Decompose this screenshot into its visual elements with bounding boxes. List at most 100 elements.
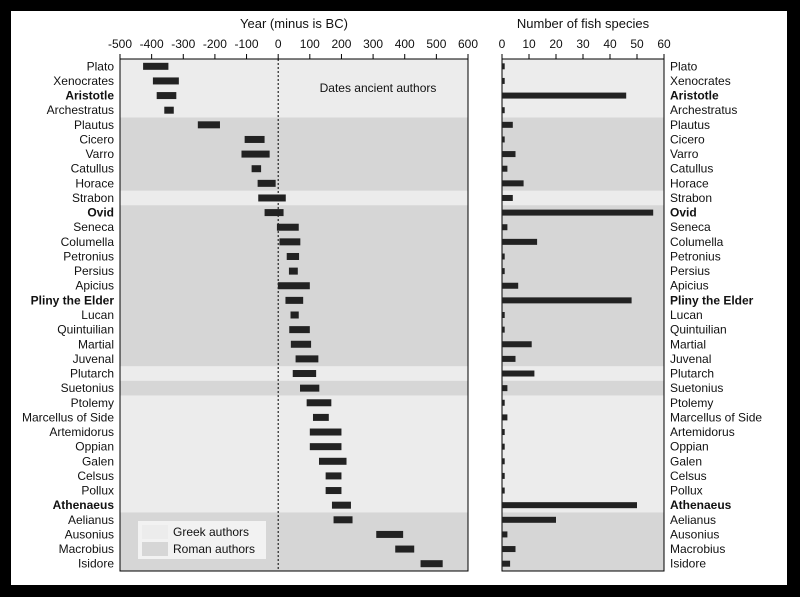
author-label-seneca: Seneca [73, 220, 114, 234]
species-tick-label: 20 [549, 37, 563, 51]
author-label-plutarch: Plutarch [70, 367, 114, 381]
species-bar-aelianus [502, 516, 556, 523]
species-bar-juvenal [502, 355, 516, 362]
band-species-archestratus [502, 102, 664, 118]
author-label-right-lucan: Lucan [670, 308, 703, 322]
band-species-lucan [502, 307, 664, 323]
band-isidore [120, 556, 468, 572]
author-label-persius: Persius [74, 264, 114, 278]
species-bar-apicius [502, 282, 519, 289]
date-bar-ptolemy [306, 399, 332, 407]
dates-panel-frame [119, 58, 469, 572]
date-bar-cicero [244, 135, 265, 143]
band-species-plato [502, 59, 664, 74]
date-bar-quintuilian [289, 326, 310, 334]
author-label-pollux: Pollux [81, 484, 114, 498]
date-bar-pliny-the-elder [285, 296, 304, 304]
author-label-strabon: Strabon [72, 191, 114, 205]
band-species-persius [502, 263, 664, 279]
author-label-varro: Varro [86, 147, 115, 161]
band-species-aelianus [502, 512, 664, 528]
dates-tick-label: 600 [458, 37, 478, 51]
date-bar-juvenal [295, 355, 319, 363]
author-label-right-catullus: Catullus [670, 162, 713, 176]
author-label-right-pollux: Pollux [670, 484, 703, 498]
dates-annotation: Dates ancient authors [320, 81, 437, 95]
date-bar-apicius [277, 282, 310, 290]
band-species-galen [502, 453, 664, 469]
author-label-columella: Columella [61, 235, 115, 249]
author-label-right-macrobius: Macrobius [670, 542, 725, 556]
date-bar-xenocrates [152, 77, 179, 85]
date-bar-archestratus [164, 106, 174, 114]
author-label-right-columella: Columella [670, 235, 724, 249]
band-species-celsus [502, 468, 664, 484]
author-label-right-horace: Horace [670, 176, 709, 190]
author-label-right-ovid: Ovid [670, 206, 697, 220]
date-bar-columella [279, 238, 301, 246]
band-species-juvenal [502, 351, 664, 367]
species-bar-suetonius [502, 385, 508, 392]
author-label-right-galen: Galen [670, 454, 702, 468]
species-bar-galen [502, 458, 505, 465]
date-bar-suetonius [300, 384, 320, 392]
author-label-petronius: Petronius [63, 249, 114, 263]
dates-axis-ticks: -500 -400 -300 -200 -100 0 100 200 300 400 500 600 [108, 37, 478, 59]
band-species-marcellus-of-side [502, 410, 664, 426]
author-label-right-strabon: Strabon [670, 191, 712, 205]
band-species-artemidorus [502, 424, 664, 440]
species-bar-plutarch [502, 370, 535, 377]
author-label-quintuilian: Quintuilian [57, 323, 114, 337]
species-bar-ausonius [502, 531, 508, 538]
author-label-juvenal: Juvenal [73, 352, 114, 366]
dates-tick-label: -400 [140, 37, 164, 51]
author-label-cicero: Cicero [79, 132, 114, 146]
species-bar-athenaeus [502, 502, 637, 509]
date-bar-oppian [309, 443, 342, 451]
species-bar-persius [502, 268, 505, 275]
date-bar-petronius [286, 252, 300, 260]
band-species-strabon [502, 190, 664, 206]
author-label-right-plato: Plato [670, 59, 698, 73]
species-tick-label: 30 [576, 37, 590, 51]
band-varro [120, 146, 468, 162]
author-label-right-aristotle: Aristotle [670, 89, 719, 103]
species-bar-horace [502, 180, 524, 187]
species-bar-pollux [502, 487, 505, 494]
band-species-columella [502, 234, 664, 250]
dates-tick-label: 200 [331, 37, 351, 51]
species-axis-title: Number of fish species [517, 16, 650, 31]
band-species-plutarch [502, 366, 664, 382]
author-label-xenocrates: Xenocrates [53, 74, 114, 88]
species-bar-macrobius [502, 546, 516, 553]
species-bar-plautus [502, 121, 513, 128]
species-bar-quintuilian [502, 326, 505, 333]
legend-label-greek: Greek authors [173, 525, 249, 539]
band-species-varro [502, 146, 664, 162]
author-label-right-apicius: Apicius [670, 279, 709, 293]
author-label-marcellus-of-side: Marcellus of Side [22, 410, 114, 424]
legend-label-roman: Roman authors [173, 542, 255, 556]
date-bar-seneca [276, 223, 299, 231]
author-label-catullus: Catullus [71, 162, 114, 176]
species-tick-label: 10 [522, 37, 536, 51]
dates-tick-label: -100 [235, 37, 259, 51]
band-athenaeus [120, 497, 468, 513]
band-galen [120, 453, 468, 469]
species-bar-artemidorus [502, 429, 505, 436]
band-suetonius [120, 380, 468, 396]
band-species-ausonius [502, 527, 664, 543]
author-label-macrobius: Macrobius [59, 542, 114, 556]
band-species-suetonius [502, 380, 664, 396]
species-bar-seneca [502, 224, 508, 231]
band-ptolemy [120, 395, 468, 411]
species-panel-bands [502, 59, 664, 572]
species-tick-label: 0 [499, 37, 506, 51]
date-bar-varro [241, 150, 270, 158]
author-label-right-ausonius: Ausonius [670, 527, 719, 541]
species-bar-oppian [502, 443, 505, 450]
date-bar-macrobius [395, 545, 415, 553]
band-plautus [120, 117, 468, 133]
species-bar-aristotle [502, 92, 627, 99]
